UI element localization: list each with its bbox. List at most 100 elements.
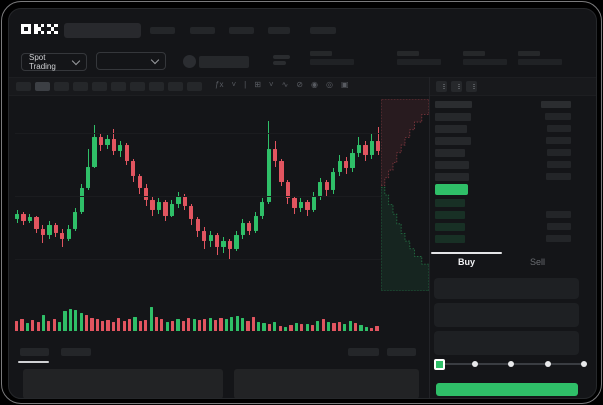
slider-handle[interactable] bbox=[434, 359, 445, 370]
timeframe-button[interactable] bbox=[168, 82, 183, 91]
volume-bar bbox=[138, 321, 142, 331]
volume-bar bbox=[68, 309, 72, 331]
timeframe-button[interactable] bbox=[130, 82, 145, 91]
volume-bar bbox=[310, 325, 315, 331]
orderbook-header bbox=[435, 101, 472, 108]
chart-gridline bbox=[15, 259, 381, 260]
settings-icon[interactable]: ◎ bbox=[325, 80, 333, 89]
volume-bar bbox=[31, 320, 35, 331]
volume-bar bbox=[197, 320, 202, 331]
ask-amount bbox=[547, 125, 571, 132]
logo-glyph bbox=[34, 24, 45, 35]
indicators-icon[interactable]: ƒx bbox=[215, 80, 224, 89]
bottom-tab[interactable] bbox=[61, 348, 91, 356]
nav-item[interactable] bbox=[310, 27, 336, 34]
chevron-down-icon bbox=[150, 55, 160, 65]
timeframe-button[interactable] bbox=[111, 82, 126, 91]
ask-row[interactable] bbox=[435, 125, 467, 133]
candlestick-chart[interactable] bbox=[9, 96, 429, 341]
nav-item[interactable] bbox=[190, 27, 215, 34]
volume-bar bbox=[257, 322, 261, 331]
layout-icon[interactable]: ⊞ bbox=[254, 80, 261, 89]
ask-row[interactable] bbox=[435, 161, 469, 169]
chart-gridline bbox=[15, 196, 381, 197]
volume-bar bbox=[337, 322, 341, 331]
slider-stop[interactable] bbox=[581, 361, 587, 367]
nav-item[interactable] bbox=[229, 27, 254, 34]
bottom-tab-active[interactable] bbox=[20, 348, 49, 356]
bid-row[interactable] bbox=[435, 211, 465, 219]
chevron-down-icon[interactable]: ˅ bbox=[231, 80, 237, 89]
volume-bar bbox=[289, 325, 293, 331]
total-input[interactable] bbox=[434, 331, 579, 355]
volume-bar bbox=[79, 313, 83, 331]
tab-sell[interactable]: Sell bbox=[529, 257, 545, 267]
ask-amount bbox=[546, 137, 571, 144]
bottom-action[interactable] bbox=[348, 348, 379, 356]
timeframe-button[interactable] bbox=[16, 82, 31, 91]
timeframe-button[interactable] bbox=[149, 82, 164, 91]
bid-row[interactable] bbox=[435, 223, 465, 231]
bid-row[interactable] bbox=[435, 199, 465, 207]
timeframe-button[interactable] bbox=[92, 82, 107, 91]
slider-stop[interactable] bbox=[508, 361, 514, 367]
volume-bar bbox=[52, 319, 56, 331]
timeframe-button[interactable] bbox=[187, 82, 202, 91]
eraser-icon[interactable]: ⊘ bbox=[296, 80, 303, 89]
volume-bar bbox=[192, 319, 196, 331]
ask-row[interactable] bbox=[435, 113, 471, 121]
ask-row[interactable] bbox=[435, 173, 469, 181]
search-input[interactable] bbox=[64, 23, 141, 38]
book-asks-icon[interactable] bbox=[466, 81, 477, 92]
volume-bar bbox=[181, 321, 185, 331]
amount-input[interactable] bbox=[434, 303, 579, 327]
volume-bar bbox=[208, 318, 212, 331]
volume-bar bbox=[47, 321, 51, 331]
volume-bar bbox=[176, 319, 180, 331]
pair-dropdown[interactable] bbox=[96, 52, 166, 70]
buy-button[interactable] bbox=[436, 383, 578, 396]
ask-amount bbox=[547, 149, 571, 156]
divider: | bbox=[244, 80, 247, 89]
market-type-dropdown[interactable]: Spot Trading bbox=[21, 53, 87, 71]
volume-bar bbox=[316, 321, 320, 331]
ticker-stat bbox=[463, 51, 507, 65]
chevron-down-icon[interactable]: ˅ bbox=[268, 80, 274, 89]
tab-buy[interactable]: Buy bbox=[457, 257, 475, 267]
ask-row[interactable] bbox=[435, 149, 465, 157]
slider-stop[interactable] bbox=[544, 361, 551, 367]
volume-bar bbox=[240, 318, 245, 331]
last-price-bar[interactable] bbox=[435, 184, 468, 195]
timeframe-button[interactable] bbox=[35, 82, 50, 91]
price-input[interactable] bbox=[434, 278, 579, 299]
ask-row[interactable] bbox=[435, 137, 471, 145]
volume-bar bbox=[187, 318, 191, 331]
timeframe-button[interactable] bbox=[73, 82, 88, 91]
volume-bar bbox=[84, 315, 89, 331]
book-combined-icon[interactable] bbox=[436, 81, 447, 92]
slider-stop[interactable] bbox=[471, 361, 478, 367]
nav-item[interactable] bbox=[268, 27, 290, 34]
volume-bar bbox=[36, 322, 40, 331]
chart-tools: ƒx ˅ | ⊞ ˅ ∿ ⊘ ◉ ◎ ▣ bbox=[215, 79, 349, 90]
pair-name-placeholder bbox=[199, 56, 249, 68]
volume-bar bbox=[58, 322, 62, 331]
book-bids-icon[interactable] bbox=[451, 81, 462, 92]
line-style-icon[interactable]: ∿ bbox=[281, 80, 289, 89]
volume-bar bbox=[127, 319, 132, 331]
okx-logo bbox=[21, 24, 58, 35]
volume-bar bbox=[111, 322, 116, 331]
camera-icon[interactable]: ◉ bbox=[310, 80, 318, 89]
bottom-action[interactable] bbox=[387, 348, 416, 356]
fullscreen-icon[interactable]: ▣ bbox=[340, 80, 349, 89]
volume-bar bbox=[224, 319, 228, 331]
orders-table-placeholder bbox=[23, 369, 223, 398]
volume-bar bbox=[230, 317, 234, 331]
volume-bar bbox=[95, 319, 99, 331]
bid-row[interactable] bbox=[435, 235, 465, 243]
timeframe-button[interactable] bbox=[54, 82, 69, 91]
volume-bar bbox=[15, 321, 19, 331]
volume-bar bbox=[25, 323, 29, 331]
nav-item[interactable] bbox=[150, 27, 175, 34]
history-table-placeholder bbox=[234, 369, 419, 398]
